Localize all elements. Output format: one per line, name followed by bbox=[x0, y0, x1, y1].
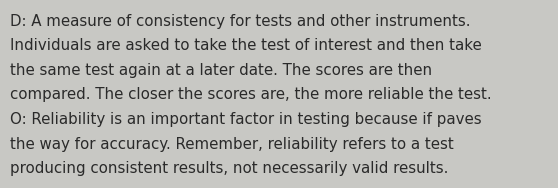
Text: O: Reliability is an important factor in testing because if paves: O: Reliability is an important factor in… bbox=[10, 112, 482, 127]
Text: the way for accuracy. Remember, reliability refers to a test: the way for accuracy. Remember, reliabil… bbox=[10, 136, 454, 152]
Text: the same test again at a later date. The scores are then: the same test again at a later date. The… bbox=[10, 63, 432, 78]
Text: D: A measure of consistency for tests and other instruments.: D: A measure of consistency for tests an… bbox=[10, 14, 470, 29]
Text: compared. The closer the scores are, the more reliable the test.: compared. The closer the scores are, the… bbox=[10, 87, 492, 102]
Text: producing consistent results, not necessarily valid results.: producing consistent results, not necess… bbox=[10, 161, 449, 176]
Text: Individuals are asked to take the test of interest and then take: Individuals are asked to take the test o… bbox=[10, 39, 482, 54]
